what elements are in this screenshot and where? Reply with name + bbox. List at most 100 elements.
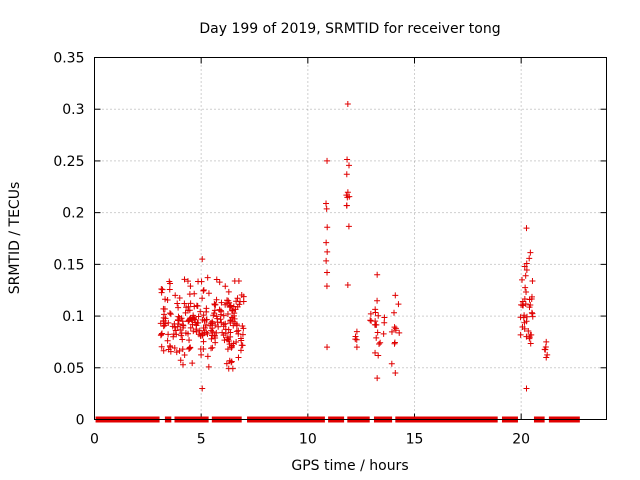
data-point bbox=[521, 296, 528, 303]
data-point bbox=[343, 171, 350, 178]
data-point bbox=[167, 311, 174, 318]
data-point bbox=[179, 336, 186, 343]
y-tick-label: 0.15 bbox=[53, 257, 84, 273]
data-point bbox=[179, 318, 186, 325]
y-tick-label: 0.3 bbox=[62, 102, 84, 118]
data-point bbox=[173, 331, 180, 338]
data-point bbox=[196, 327, 203, 334]
data-point bbox=[211, 307, 218, 314]
data-point bbox=[187, 324, 194, 331]
data-point bbox=[166, 310, 173, 317]
data-point bbox=[197, 346, 204, 353]
data-point bbox=[162, 315, 169, 322]
data-point bbox=[380, 330, 387, 337]
data-point bbox=[228, 359, 235, 366]
data-point bbox=[381, 319, 388, 326]
data-point bbox=[344, 156, 351, 163]
data-point bbox=[374, 375, 381, 382]
data-point bbox=[173, 349, 180, 356]
data-point bbox=[522, 272, 529, 279]
data-point bbox=[323, 205, 330, 212]
y-tick-label: 0.2 bbox=[62, 206, 84, 222]
data-point bbox=[237, 335, 244, 342]
data-point bbox=[199, 256, 206, 263]
data-point bbox=[201, 317, 208, 324]
data-point bbox=[544, 351, 551, 358]
data-point bbox=[374, 271, 381, 278]
data-point bbox=[200, 312, 207, 319]
data-point bbox=[167, 280, 174, 287]
data-point bbox=[344, 194, 351, 201]
data-point bbox=[181, 276, 188, 283]
data-point bbox=[216, 279, 223, 286]
data-point bbox=[391, 339, 398, 346]
data-point bbox=[228, 358, 235, 365]
data-point bbox=[213, 313, 220, 320]
data-point bbox=[215, 323, 222, 330]
data-point bbox=[234, 295, 241, 302]
data-point bbox=[324, 248, 331, 255]
data-point bbox=[204, 353, 211, 360]
data-point bbox=[345, 162, 352, 169]
data-point bbox=[523, 333, 530, 340]
data-point bbox=[323, 239, 330, 246]
data-point bbox=[159, 286, 166, 293]
data-point bbox=[187, 283, 194, 290]
x-tick-label: 5 bbox=[197, 432, 206, 448]
data-point bbox=[193, 302, 200, 309]
data-point bbox=[526, 255, 533, 262]
data-point bbox=[174, 300, 181, 307]
data-point bbox=[392, 369, 399, 376]
data-point bbox=[377, 339, 384, 346]
data-point bbox=[523, 318, 530, 325]
data-point bbox=[224, 334, 231, 341]
data-point bbox=[190, 314, 197, 321]
data-point bbox=[187, 344, 194, 351]
data-point bbox=[158, 343, 165, 350]
data-point bbox=[323, 283, 330, 290]
data-point bbox=[231, 278, 238, 285]
data-point bbox=[160, 347, 167, 354]
data-point bbox=[175, 304, 182, 311]
data-point bbox=[160, 305, 167, 312]
data-point bbox=[368, 317, 375, 324]
data-point bbox=[158, 285, 165, 292]
data-point bbox=[208, 335, 215, 342]
data-point bbox=[218, 319, 225, 326]
x-tick-label: 0 bbox=[90, 432, 99, 448]
data-point bbox=[200, 338, 207, 345]
data-point bbox=[165, 319, 172, 326]
data-point bbox=[235, 354, 242, 361]
data-point bbox=[158, 331, 165, 338]
data-point bbox=[178, 332, 185, 339]
data-point bbox=[519, 276, 526, 283]
data-point bbox=[200, 287, 207, 294]
data-point bbox=[374, 297, 381, 304]
data-point bbox=[529, 313, 536, 320]
data-point bbox=[213, 296, 220, 303]
data-point bbox=[190, 328, 197, 335]
data-point bbox=[181, 351, 188, 358]
data-point bbox=[528, 309, 535, 316]
data-point bbox=[162, 296, 169, 303]
chart-title: Day 199 of 2019, SRMTID for receiver ton… bbox=[199, 21, 500, 37]
data-point bbox=[199, 295, 206, 302]
data-point bbox=[527, 302, 534, 309]
data-point bbox=[172, 327, 179, 334]
y-tick-label: 0.25 bbox=[53, 154, 84, 170]
data-point bbox=[230, 303, 237, 310]
data-point bbox=[324, 157, 331, 164]
data-point bbox=[205, 290, 212, 297]
data-point bbox=[522, 284, 529, 291]
data-point bbox=[352, 333, 359, 340]
data-point bbox=[177, 326, 184, 333]
data-point bbox=[195, 331, 202, 338]
data-point bbox=[225, 288, 232, 295]
data-point bbox=[185, 307, 192, 314]
data-point bbox=[376, 340, 383, 347]
data-point bbox=[195, 319, 202, 326]
data-point bbox=[195, 313, 202, 320]
data-point bbox=[199, 385, 206, 392]
data-point bbox=[237, 347, 244, 354]
